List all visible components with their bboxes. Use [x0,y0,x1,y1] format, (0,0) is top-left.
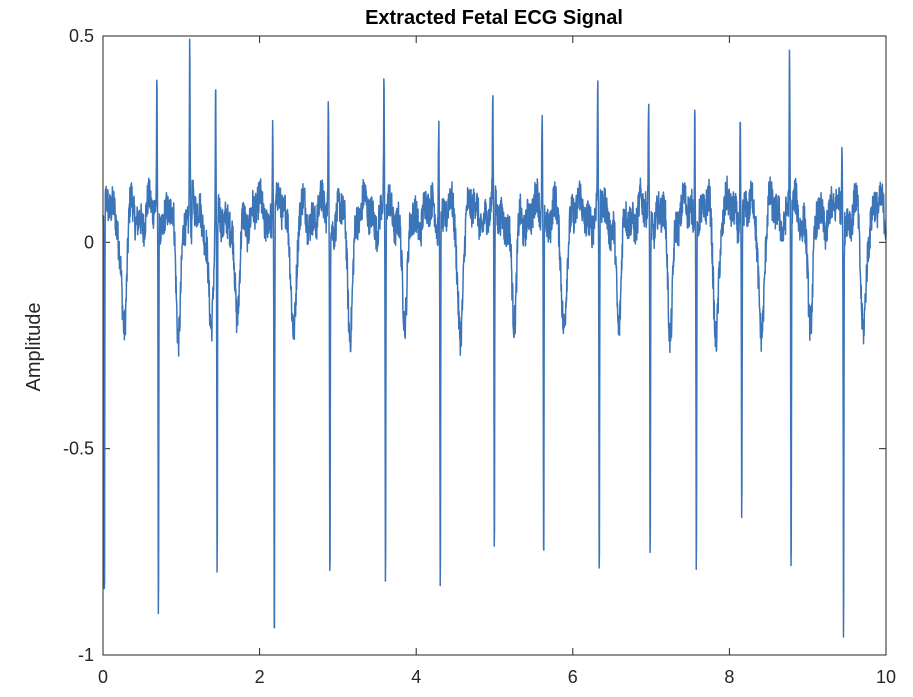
y-tick-label: -0.5 [63,439,94,459]
x-tick-label: 2 [255,667,265,687]
x-tick-label: 0 [98,667,108,687]
x-tick-label: 6 [568,667,578,687]
y-axis-label: Amplitude [23,303,45,392]
x-tick-label: 8 [724,667,734,687]
chart-title: Extracted Fetal ECG Signal [365,7,623,29]
x-tick-label: 4 [411,667,421,687]
y-tick-label: 0 [84,232,94,252]
ecg-series-line [102,38,887,638]
series-layer [102,38,887,638]
y-tick-label: -1 [78,645,94,665]
x-tick-label: 10 [876,667,896,687]
plot-frame [102,35,887,656]
y-tick-label: 0.5 [69,26,94,46]
tick-labels: 0 2 4 6 8 10 -1 -0.5 0 0.5 [63,26,896,687]
